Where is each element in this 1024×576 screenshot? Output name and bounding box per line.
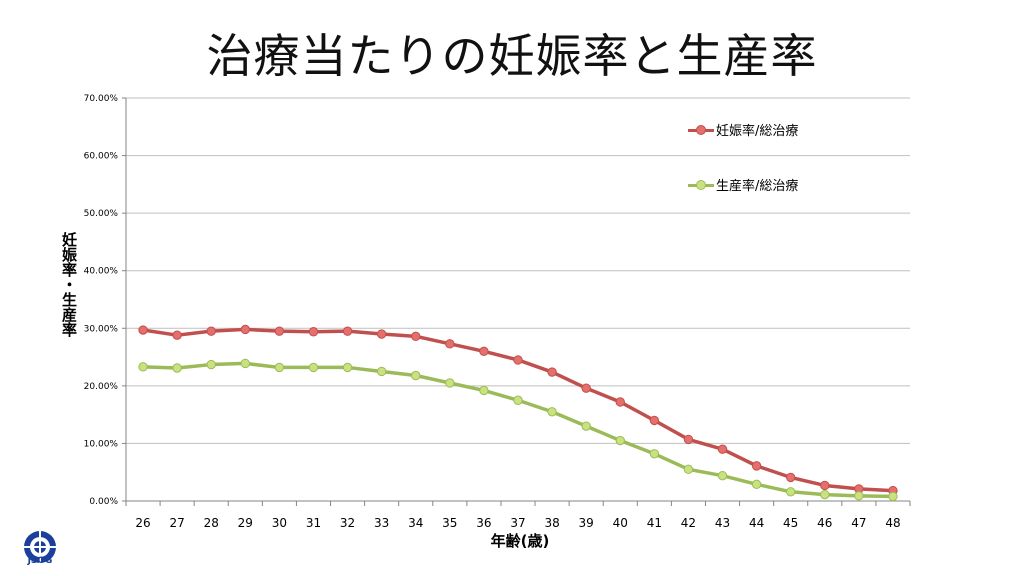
y-tick-label: 0.00% [89,497,118,507]
y-tick-label: 40.00% [84,267,119,277]
chart-title: 治療当たりの妊娠率と生産率 [206,29,818,83]
data-point [376,329,387,339]
series-layer [138,324,898,502]
data-point [683,464,694,475]
data-point [172,330,182,340]
data-point [751,461,762,471]
data-point [445,378,455,388]
data-point [751,479,762,490]
data-point [138,362,148,372]
x-tick-label: 45 [783,516,798,530]
x-tick-label: 42 [681,516,696,530]
x-tick-label: 36 [476,516,491,530]
data-point [615,397,625,407]
data-point [820,489,830,500]
x-tick-label: 48 [885,516,900,530]
data-point [342,362,353,373]
legend-swatch [688,123,714,137]
data-point [206,359,216,370]
y-tick-label: 50.00% [84,209,119,219]
legend-item-pregnancy: 妊娠率/総治療 [688,120,798,139]
logo-text: JSOG [27,556,53,566]
x-tick-label: 40 [613,516,628,530]
legend-item-live-birth: 生産率/総治療 [688,175,798,194]
gridlines [126,97,910,502]
data-point [479,385,489,396]
x-tick-label: 26 [135,516,150,530]
x-tick-label: 29 [238,516,253,530]
x-tick-label: 35 [442,516,457,530]
data-point [649,449,660,459]
data-point [820,480,830,491]
x-tick-label: 31 [306,516,321,530]
data-point [717,470,728,481]
data-point [785,472,796,483]
data-point [581,421,591,431]
data-point [581,383,591,393]
data-point [308,327,319,337]
x-axis-label: 年齢(歳) [490,532,550,550]
x-tick-label: 47 [851,516,866,530]
data-point [854,491,864,501]
data-point [785,487,796,497]
data-point [138,325,148,335]
jsog-logo-icon [24,531,56,563]
data-point [649,415,660,426]
y-tick-label: 10.00% [84,439,119,449]
legend-label: 妊娠率/総治療 [716,124,799,139]
y-tick-label: 70.00% [84,94,119,104]
data-point [411,331,421,342]
data-point [547,407,557,417]
data-point [445,339,455,349]
y-tick-label: 20.00% [84,382,119,392]
x-tick-label: 41 [647,516,662,530]
data-point [274,362,285,373]
y-tick-label: 30.00% [84,324,119,334]
x-tick-label: 46 [817,516,832,530]
y-tick-label: 60.00% [84,152,119,162]
data-point [172,363,182,373]
x-tick-label: 30 [272,516,287,530]
axes: 0.00% 10.00% 20.00% 30.00% 40.00% 50.00% 60.00… [84,94,911,530]
x-tick-label: 27 [169,516,184,530]
x-tick-label: 44 [749,516,764,530]
x-tick-label: 33 [374,516,389,530]
data-point [411,370,421,381]
data-point [513,355,523,365]
data-point [376,366,387,377]
x-tick-label: 28 [204,516,219,530]
data-point [683,434,694,445]
data-point [615,435,625,446]
series-line-1 [142,361,893,499]
data-point [717,444,728,454]
y-axis-label: 妊娠率・生産率 [60,232,78,337]
data-point [274,326,285,336]
x-tick-label: 39 [579,516,594,530]
data-point [888,491,898,502]
data-point [513,395,523,405]
data-point [206,326,216,336]
x-tick-label: 37 [510,516,525,530]
data-point [308,362,319,373]
data-point [342,326,353,336]
x-tick-label: 43 [715,516,730,530]
data-point [240,358,251,369]
data-point [479,346,489,357]
x-tick-label: 34 [408,516,423,530]
legend-swatch [688,178,714,192]
x-tick-label: 38 [544,516,559,530]
data-point [547,367,557,377]
x-tick-label: 32 [340,516,355,530]
series-line-0 [142,327,894,493]
data-point [240,324,251,335]
legend-label: 生産率/総治療 [716,179,799,194]
